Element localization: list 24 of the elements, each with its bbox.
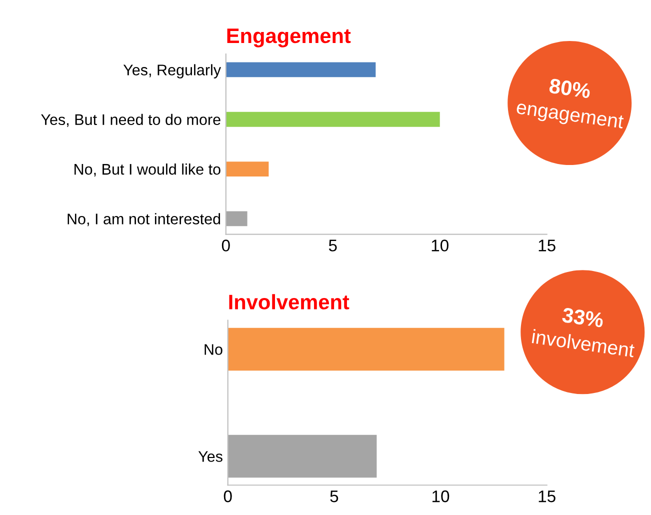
annotation: engagement (516, 100, 624, 132)
x-tick-label: 10 (432, 240, 448, 252)
x-tick-label: 5 (328, 240, 337, 252)
bar (226, 62, 376, 78)
x-tick-label: 5 (330, 490, 338, 502)
x-tick-label: 0 (222, 240, 230, 252)
chart-title: Involvement (229, 294, 350, 310)
chart-title: Engagement (227, 28, 351, 48)
y-tick-label: No, I am not interested (68, 213, 220, 226)
x-tick-label: 10 (432, 490, 450, 502)
text: 33% (562, 307, 604, 328)
annotation: involvement (532, 329, 636, 358)
x-tick-label: 15 (538, 490, 556, 502)
y-tick-label: Yes, But I need to do more (41, 114, 220, 127)
y-tick-label: Yes, Regularly (123, 64, 222, 78)
bar (226, 112, 440, 127)
x-tick-label: 15 (538, 240, 556, 252)
bar (226, 211, 248, 226)
text: 80% (548, 78, 592, 98)
x-tick-label: 0 (224, 490, 232, 502)
bar (226, 162, 269, 176)
y-tick-label: No (204, 344, 222, 355)
y-tick-label: No, But I would like to (74, 163, 220, 177)
y-tick-label: Yes (198, 451, 222, 462)
